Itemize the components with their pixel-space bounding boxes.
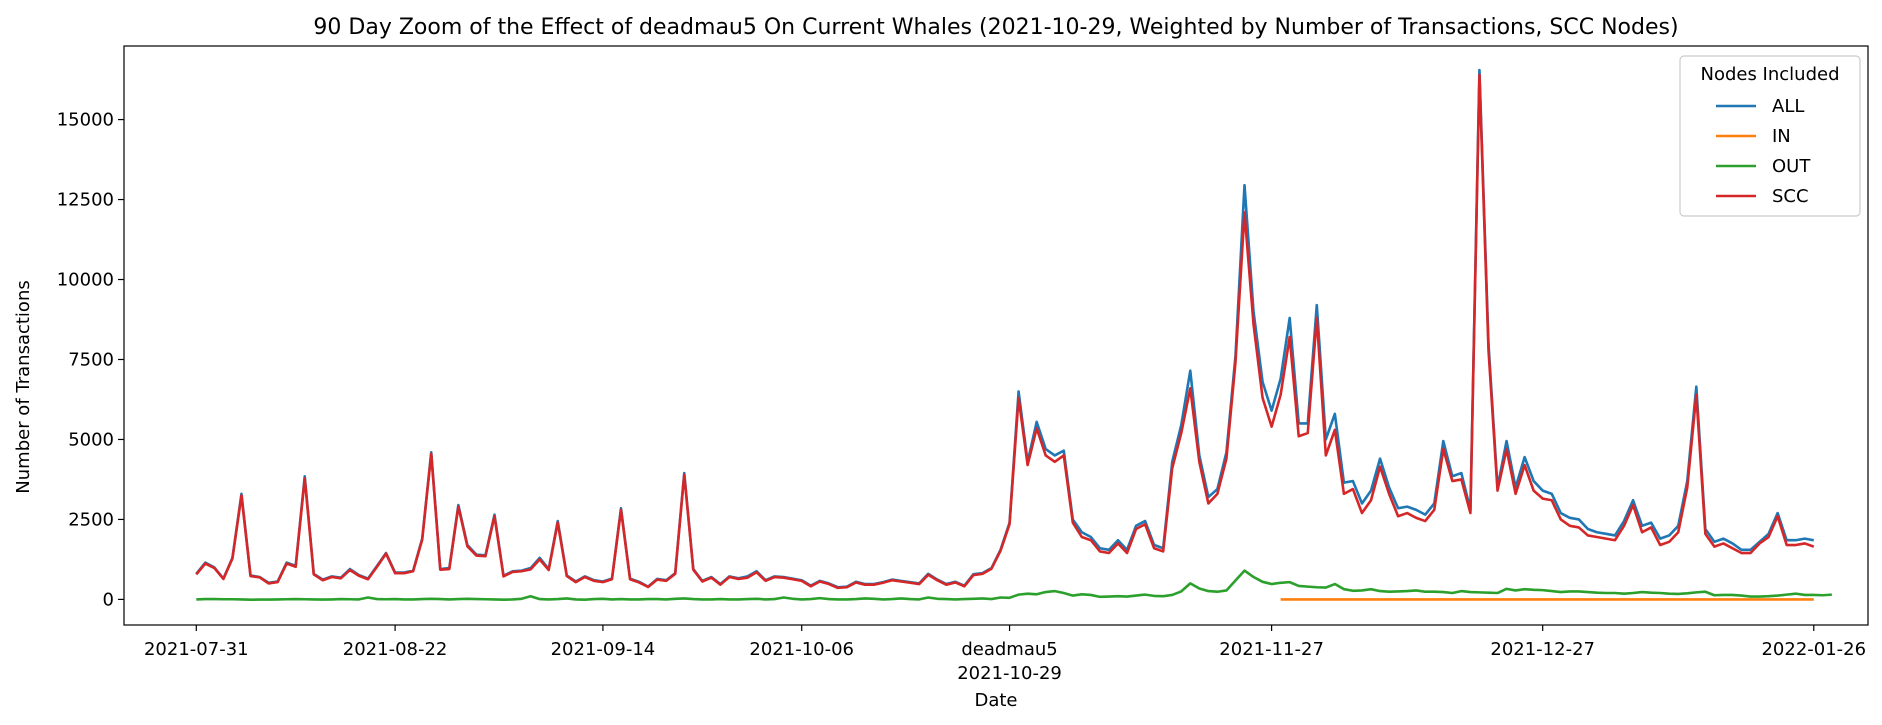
y-tick-label: 7500 [68, 349, 114, 370]
y-tick-label: 5000 [68, 429, 114, 450]
legend-title: Nodes Included [1700, 64, 1839, 85]
series-line-scc [195, 73, 1815, 590]
y-axis-label: Number of Transactions [13, 280, 34, 493]
y-tick-label: 0 [103, 589, 114, 610]
y-tick-label: 2500 [68, 509, 114, 530]
x-tick-label: 2021-07-31 [144, 639, 249, 660]
legend-box [1679, 55, 1861, 217]
x-tick-label: 2021-11-27 [1219, 639, 1324, 660]
x-tick-label: 2021-09-14 [551, 639, 656, 660]
legend-label-out: OUT [1772, 156, 1811, 177]
plot-area [195, 68, 1832, 602]
plot-frame [123, 45, 1869, 626]
y-tick-label: 10000 [57, 270, 114, 291]
chart-title: 90 Day Zoom of the Effect of deadmau5 On… [313, 15, 1678, 40]
x-tick-label: 2021-12-27 [1490, 639, 1595, 660]
x-tick-label: 2021-10-29 [957, 663, 1062, 684]
x-axis-label: Date [974, 690, 1017, 711]
legend-label-all: ALL [1772, 96, 1804, 117]
legend: Nodes Included ALL IN OUT SCC [1679, 55, 1861, 217]
legend-label-in: IN [1772, 126, 1791, 147]
x-tick-label: 2021-10-06 [749, 639, 854, 660]
x-axis: 2021-07-31 2021-08-22 2021-09-14 2021-10-06… [144, 625, 1866, 684]
x-tick-label: 2022-01-26 [1761, 639, 1866, 660]
y-tick-label: 15000 [57, 110, 114, 131]
y-tick-label: 12500 [57, 190, 114, 211]
y-axis: 0 2500 5000 7500 10000 12500 15000 [57, 110, 124, 610]
event-label: deadmau5 [961, 639, 1057, 660]
x-tick-label: 2021-08-22 [343, 639, 448, 660]
legend-label-scc: SCC [1772, 186, 1809, 207]
series-line-out [196, 569, 1832, 602]
